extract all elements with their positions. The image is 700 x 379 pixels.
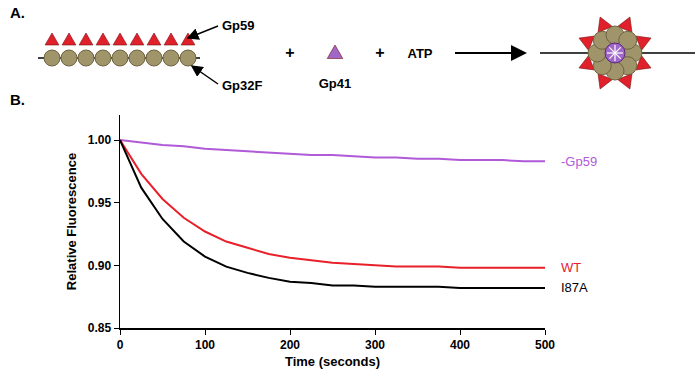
svg-text:Gp32F: Gp32F <box>222 78 263 93</box>
svg-text:0.85: 0.85 <box>88 321 112 335</box>
svg-text:B.: B. <box>10 91 25 108</box>
svg-text:I87A: I87A <box>561 280 588 295</box>
svg-text:500: 500 <box>535 338 555 352</box>
svg-text:0: 0 <box>117 338 124 352</box>
svg-text:WT: WT <box>561 260 581 275</box>
svg-text:Time (seconds): Time (seconds) <box>285 354 380 369</box>
svg-text:200: 200 <box>280 338 300 352</box>
svg-text:0.90: 0.90 <box>88 259 112 273</box>
svg-text:300: 300 <box>365 338 385 352</box>
svg-text:A.: A. <box>10 4 25 21</box>
svg-text:1.00: 1.00 <box>88 133 112 147</box>
svg-text:+: + <box>375 44 384 61</box>
svg-text:+: + <box>285 44 294 61</box>
svg-text:-Gp59: -Gp59 <box>561 154 597 169</box>
svg-text:Gp41: Gp41 <box>319 76 352 91</box>
svg-text:400: 400 <box>450 338 470 352</box>
svg-text:0.95: 0.95 <box>88 196 112 210</box>
svg-text:Relative Fluorescence: Relative Fluorescence <box>64 153 79 290</box>
svg-text:Gp59: Gp59 <box>222 18 255 33</box>
svg-text:100: 100 <box>195 338 215 352</box>
svg-text:ATP: ATP <box>407 46 432 61</box>
